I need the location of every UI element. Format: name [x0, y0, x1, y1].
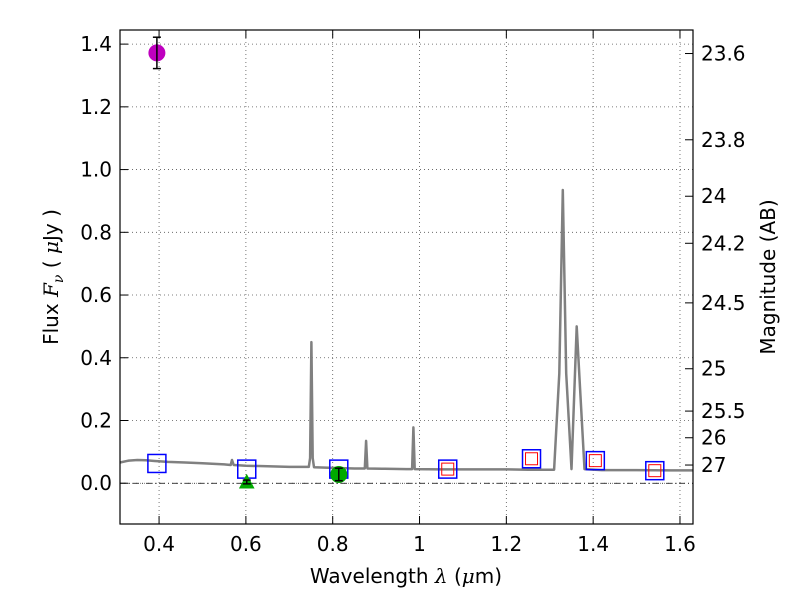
- x-tick-label: 1.2: [490, 532, 522, 556]
- mag-tick-label: 25: [701, 357, 726, 381]
- mag-tick-label: 25.5: [701, 399, 746, 423]
- model-flux-square: [147, 453, 167, 474]
- y-tick-label: 1.2: [80, 95, 112, 119]
- observed-flux-square: [588, 454, 602, 468]
- y-tick-label: 0.8: [80, 220, 112, 244]
- y-tick-label: 0.0: [80, 471, 112, 495]
- y-axis-title: Flux Fν ( μJy ): [39, 209, 67, 345]
- grid-layer: [120, 30, 693, 524]
- x-tick-label: 0.8: [317, 532, 349, 556]
- observed-flux-square: [441, 462, 455, 476]
- mag-tick-label: 26: [701, 426, 726, 450]
- model-flux-square: [585, 450, 606, 471]
- y-tick-label: 0.6: [80, 283, 112, 307]
- x-tick-label: 1: [413, 532, 426, 556]
- mag-tick-label: 24.2: [701, 231, 746, 255]
- mag-tick-label: 24.5: [701, 291, 746, 315]
- observed-flux-square: [525, 452, 539, 466]
- model-flux-square: [645, 460, 665, 481]
- mag-tick-label: 24: [701, 184, 726, 208]
- y-tick-label: 0.4: [80, 346, 112, 370]
- y-tick-label: 1.4: [80, 32, 112, 56]
- x-tick-label: 1.6: [664, 532, 696, 556]
- x-tick-label: 0.4: [143, 532, 175, 556]
- observed-flux-square: [648, 464, 662, 478]
- mag-tick-label: 23.8: [701, 128, 746, 152]
- mag-tick-label: 27: [701, 453, 726, 477]
- x-tick-label: 0.6: [230, 532, 262, 556]
- y-tick-label: 0.2: [80, 408, 112, 432]
- model-flux-square: [437, 459, 458, 479]
- y-tick-label: 1.0: [80, 158, 112, 182]
- sed-model-line: [119, 188, 693, 472]
- mag-tick-label: 23.6: [701, 42, 746, 66]
- tick-layer: 0.4 0.6 0.8 1 1.2 1.4 1.6 0.0 0.2 0.4 0.6 0.8 1.0 1.2…: [80, 30, 746, 556]
- y2-axis-title: Magnitude (AB): [756, 199, 780, 354]
- model-flux-square: [521, 449, 542, 469]
- plot-frame: [119, 29, 694, 525]
- x-axis-title: Wavelength λ (μm): [310, 564, 502, 588]
- plot-layer: [119, 36, 693, 489]
- x-tick-label: 1.4: [577, 532, 609, 556]
